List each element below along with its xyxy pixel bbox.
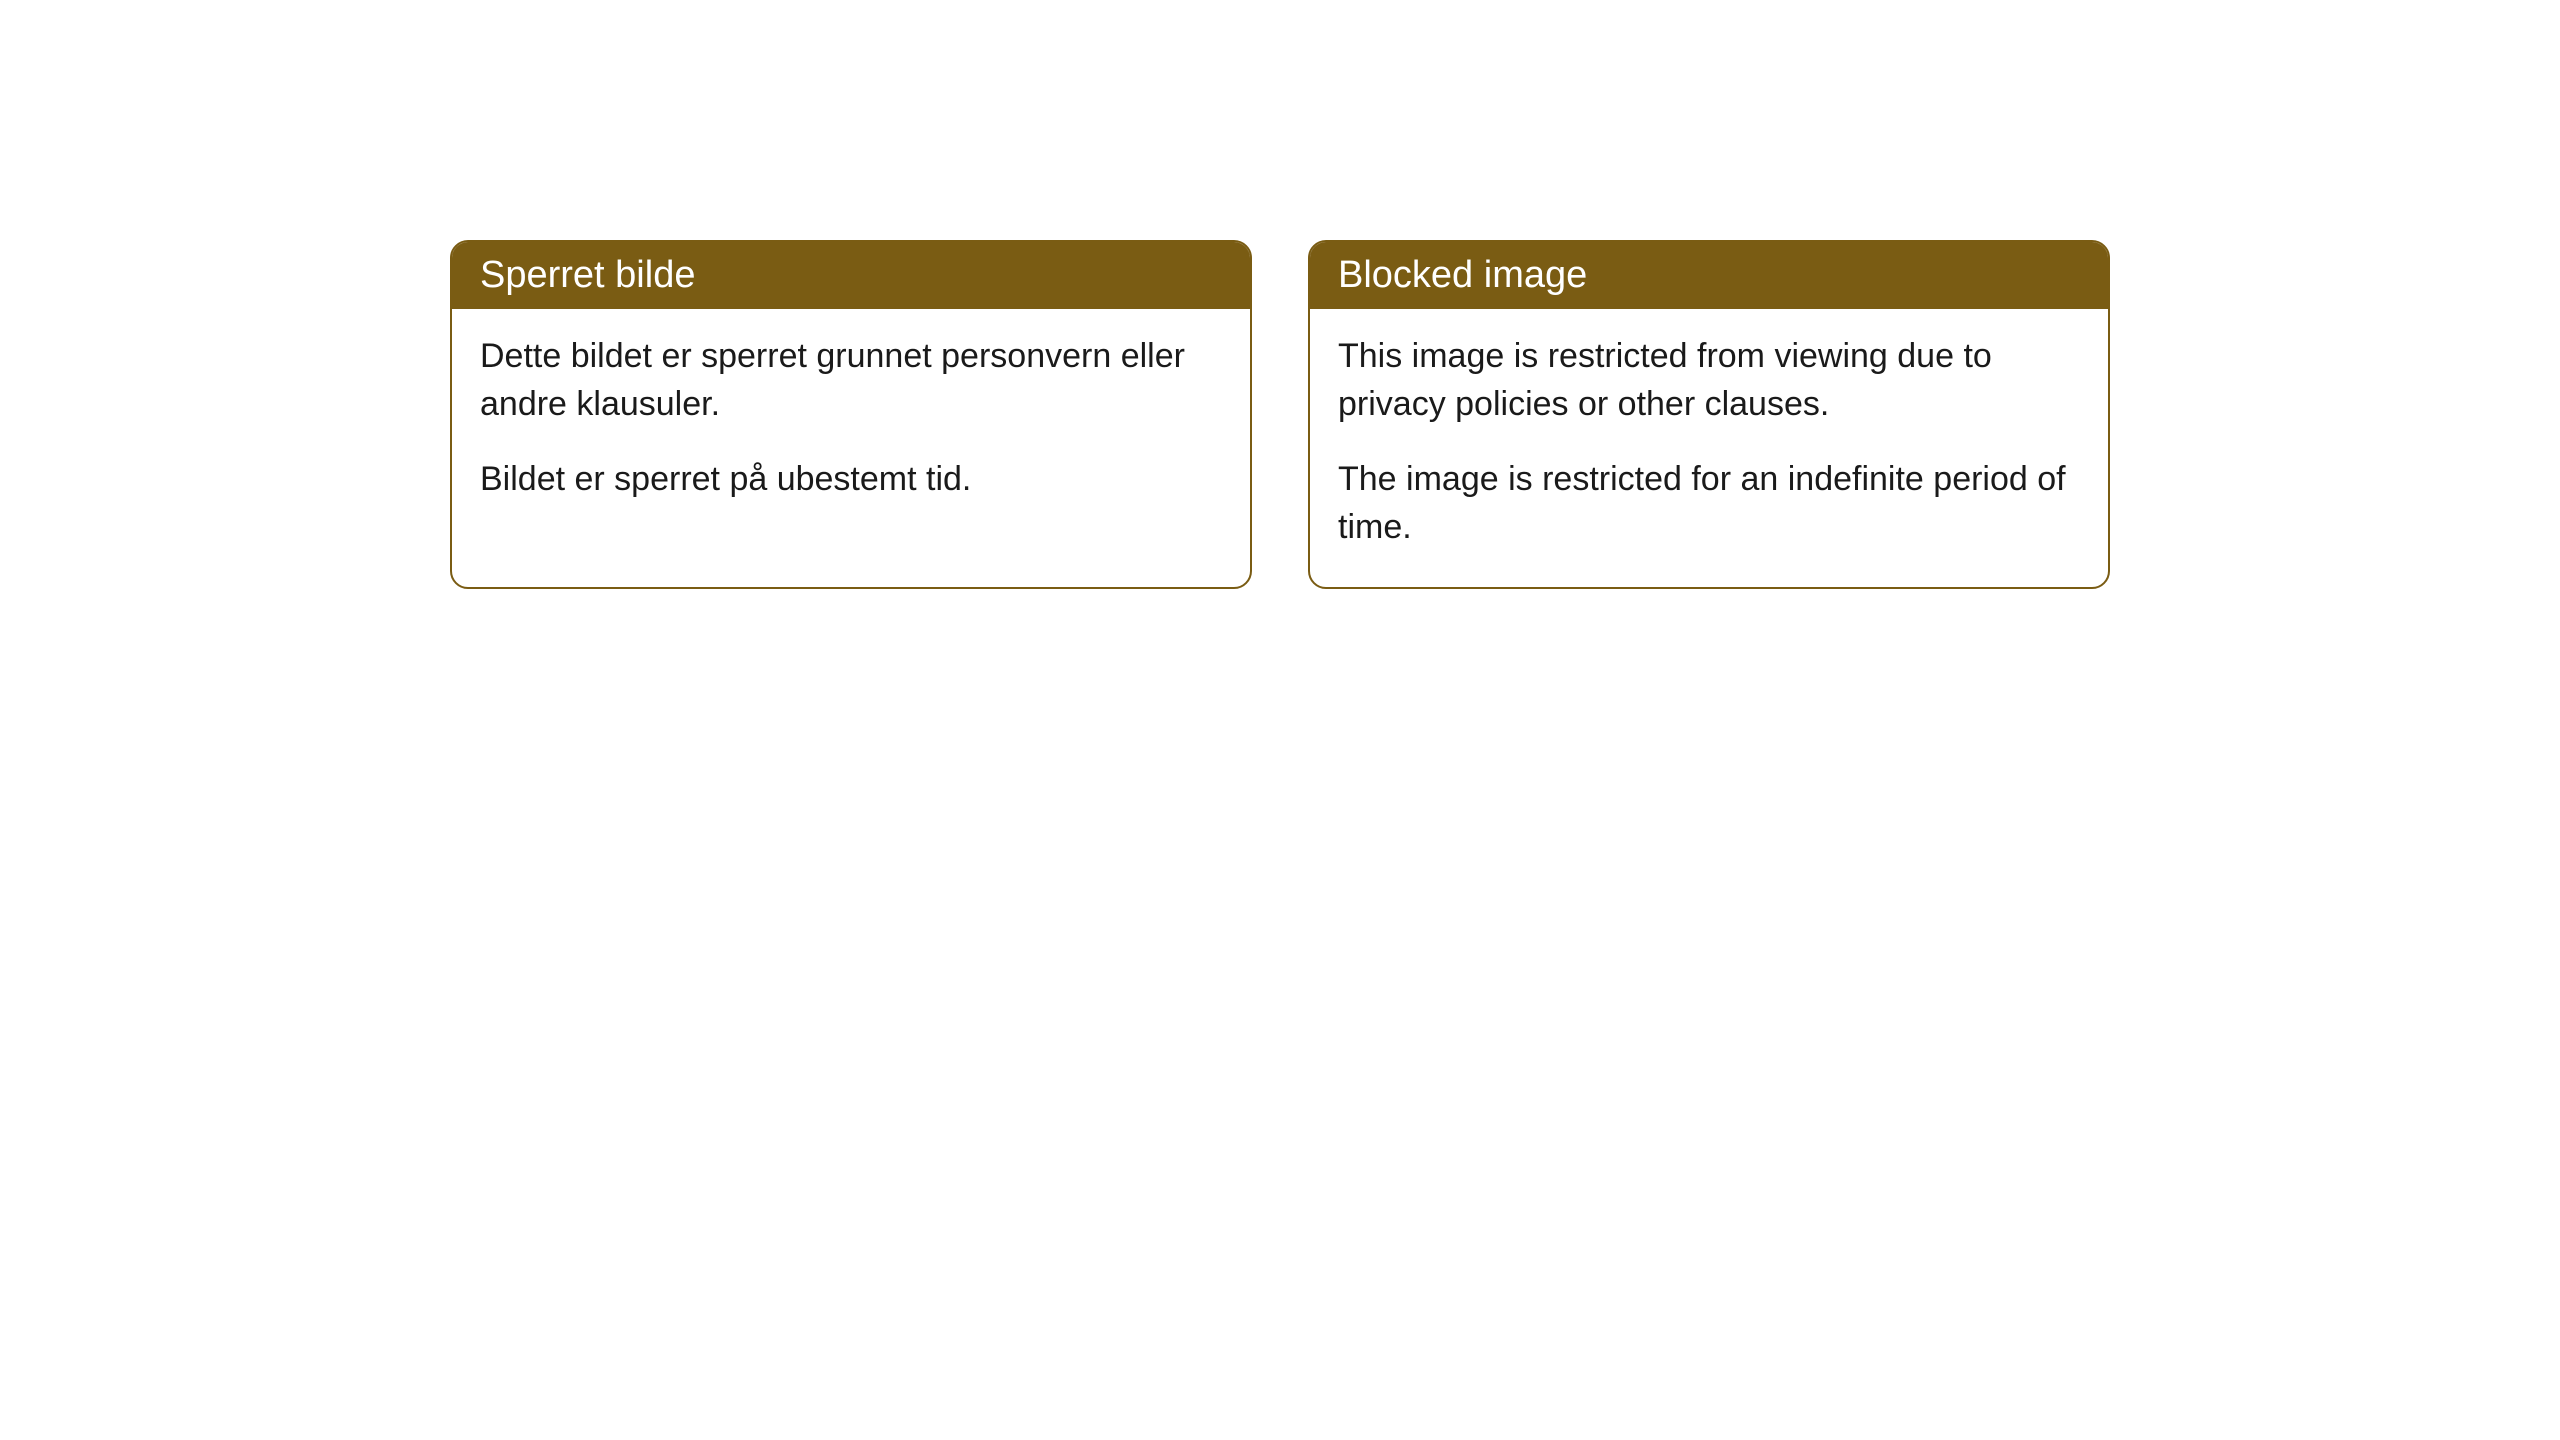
notice-paragraph: The image is restricted for an indefinit… [1338, 456, 2080, 551]
notice-paragraph: Dette bildet er sperret grunnet personve… [480, 333, 1222, 428]
notice-title: Blocked image [1338, 254, 1587, 296]
notice-paragraph: Bildet er sperret på ubestemt tid. [480, 456, 1222, 504]
notice-body: This image is restricted from viewing du… [1310, 309, 2108, 587]
notice-title: Sperret bilde [480, 254, 695, 296]
notice-header: Blocked image [1310, 242, 2108, 309]
notice-card-norwegian: Sperret bilde Dette bildet er sperret gr… [450, 240, 1252, 589]
notice-cards-container: Sperret bilde Dette bildet er sperret gr… [450, 240, 2110, 589]
notice-body: Dette bildet er sperret grunnet personve… [452, 309, 1250, 540]
notice-header: Sperret bilde [452, 242, 1250, 309]
notice-paragraph: This image is restricted from viewing du… [1338, 333, 2080, 428]
notice-card-english: Blocked image This image is restricted f… [1308, 240, 2110, 589]
